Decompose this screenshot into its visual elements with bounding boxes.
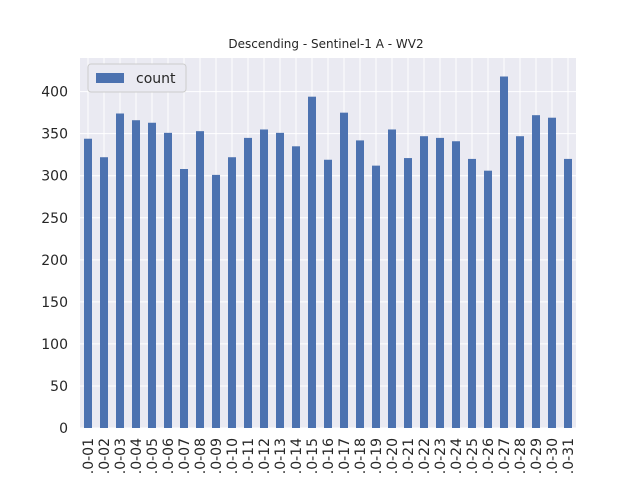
- bar-30: [548, 117, 556, 429]
- bar-09: [212, 174, 220, 428]
- x-tick-label: .0-03: [113, 438, 129, 474]
- bar-10: [228, 157, 236, 428]
- y-tick-label: 350: [41, 127, 68, 143]
- x-tick-label: .0-02: [97, 438, 113, 474]
- bar-17: [340, 112, 348, 428]
- bar-06: [164, 132, 172, 428]
- bar-11: [244, 137, 252, 429]
- y-tick-label: 100: [41, 337, 68, 353]
- x-tick-label: .0-29: [529, 438, 545, 474]
- y-axis-ticks: 0 50 100 150 200 250 300 350 400: [41, 85, 68, 437]
- y-tick-label: 400: [41, 85, 68, 101]
- x-tick-label: .0-30: [545, 438, 561, 474]
- x-tick-label: .0-21: [401, 438, 417, 474]
- legend-box: [87, 63, 187, 93]
- bar-08: [196, 131, 204, 428]
- bar-27: [500, 76, 508, 428]
- bar-07: [180, 169, 188, 428]
- x-tick-label: .0-01: [81, 438, 97, 474]
- x-tick-label: .0-10: [225, 438, 241, 474]
- x-tick-label: .0-23: [433, 438, 449, 474]
- bar-18: [356, 140, 364, 428]
- x-tick-label: .0-04: [129, 438, 145, 474]
- x-tick-label: .0-20: [385, 438, 401, 474]
- bar-19: [372, 165, 380, 429]
- bar-13: [276, 132, 284, 428]
- bar-23: [436, 137, 444, 429]
- x-tick-label: .0-27: [497, 438, 513, 474]
- legend-label-count: count: [136, 71, 176, 87]
- y-tick-label: 300: [41, 169, 68, 185]
- x-tick-label: .0-22: [417, 438, 433, 474]
- bar-03: [116, 113, 124, 428]
- x-tick-label: .0-31: [561, 438, 577, 474]
- bar-02: [100, 157, 108, 428]
- x-tick-label: .0-16: [321, 438, 337, 474]
- x-tick-label: .0-05: [145, 438, 161, 474]
- bar-16: [324, 159, 332, 428]
- bar-28: [516, 136, 524, 429]
- x-tick-label: .0-08: [193, 438, 209, 474]
- x-tick-label: .0-25: [465, 438, 481, 474]
- bar-14: [292, 146, 300, 428]
- bar-29: [532, 115, 540, 428]
- bar-31: [564, 158, 572, 428]
- y-tick-label: 250: [41, 211, 68, 227]
- x-tick-label: .0-19: [369, 438, 385, 474]
- bar-25: [468, 158, 476, 428]
- bar-01: [84, 138, 92, 428]
- x-tick-label: .0-14: [289, 438, 305, 474]
- y-tick-label: 200: [41, 253, 68, 269]
- bar-24: [452, 141, 460, 428]
- x-axis-ticks: .0-01.0-02.0-03.0-04.0-05.0-06.0-07.0-08…: [81, 438, 577, 474]
- y-tick-label: 50: [50, 379, 68, 395]
- x-tick-label: .0-24: [449, 438, 465, 474]
- legend: count: [87, 63, 187, 93]
- bar-15: [308, 96, 316, 428]
- x-tick-label: .0-15: [305, 438, 321, 474]
- bar-22: [420, 136, 428, 429]
- x-tick-label: .0-11: [241, 438, 257, 474]
- x-tick-label: .0-13: [273, 438, 289, 474]
- bar-04: [132, 120, 140, 429]
- x-tick-label: .0-06: [161, 438, 177, 474]
- bar-26: [484, 170, 492, 428]
- x-tick-label: .0-28: [513, 438, 529, 474]
- chart-title: Descending - Sentinel-1 A - WV2: [228, 37, 423, 51]
- bars: [84, 76, 572, 429]
- bar-05: [148, 122, 156, 428]
- x-tick-label: .0-26: [481, 438, 497, 474]
- bar-21: [404, 158, 412, 428]
- x-tick-label: .0-07: [177, 438, 193, 474]
- legend-swatch-count: [96, 73, 124, 83]
- x-tick-label: .0-09: [209, 438, 225, 474]
- x-tick-label: .0-17: [337, 438, 353, 474]
- x-tick-label: .0-18: [353, 438, 369, 474]
- x-tick-label: .0-12: [257, 438, 273, 474]
- bar-20: [388, 129, 396, 428]
- y-tick-label: 0: [59, 421, 68, 437]
- bar-12: [260, 129, 268, 428]
- y-tick-label: 150: [41, 295, 68, 311]
